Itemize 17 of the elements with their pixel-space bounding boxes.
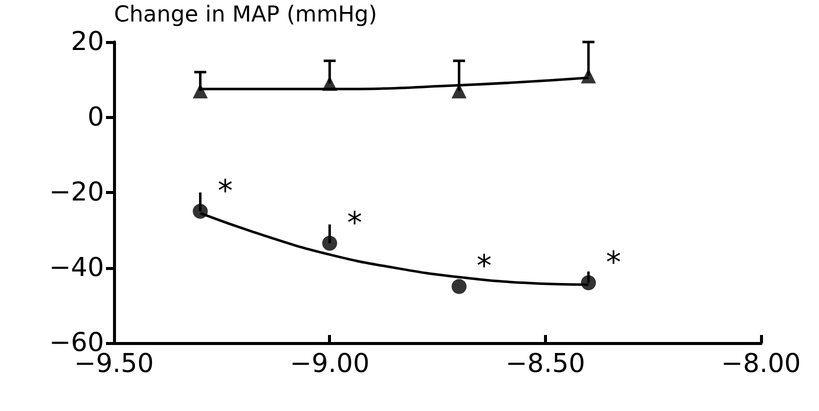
point (580, 275, 596, 290)
x-tick-label: −8.50 (505, 349, 586, 379)
y-axis-title: Change in MAP (mmHg) (114, 2, 378, 28)
point (322, 236, 338, 251)
annotation: * (347, 206, 362, 241)
x-tick-label: −9.00 (290, 349, 370, 379)
point (322, 76, 338, 91)
x-tick-label: −8.00 (721, 349, 801, 379)
point (452, 279, 467, 294)
y-tick-label: −40 (49, 252, 104, 283)
annotation: * (606, 245, 621, 280)
annotation: * (218, 174, 233, 209)
y-tick-label: 20 (70, 27, 104, 57)
annotation: * (476, 249, 492, 284)
y-tick-label: 0 (87, 102, 104, 132)
point (192, 204, 208, 219)
y-tick-label: −20 (49, 178, 104, 208)
